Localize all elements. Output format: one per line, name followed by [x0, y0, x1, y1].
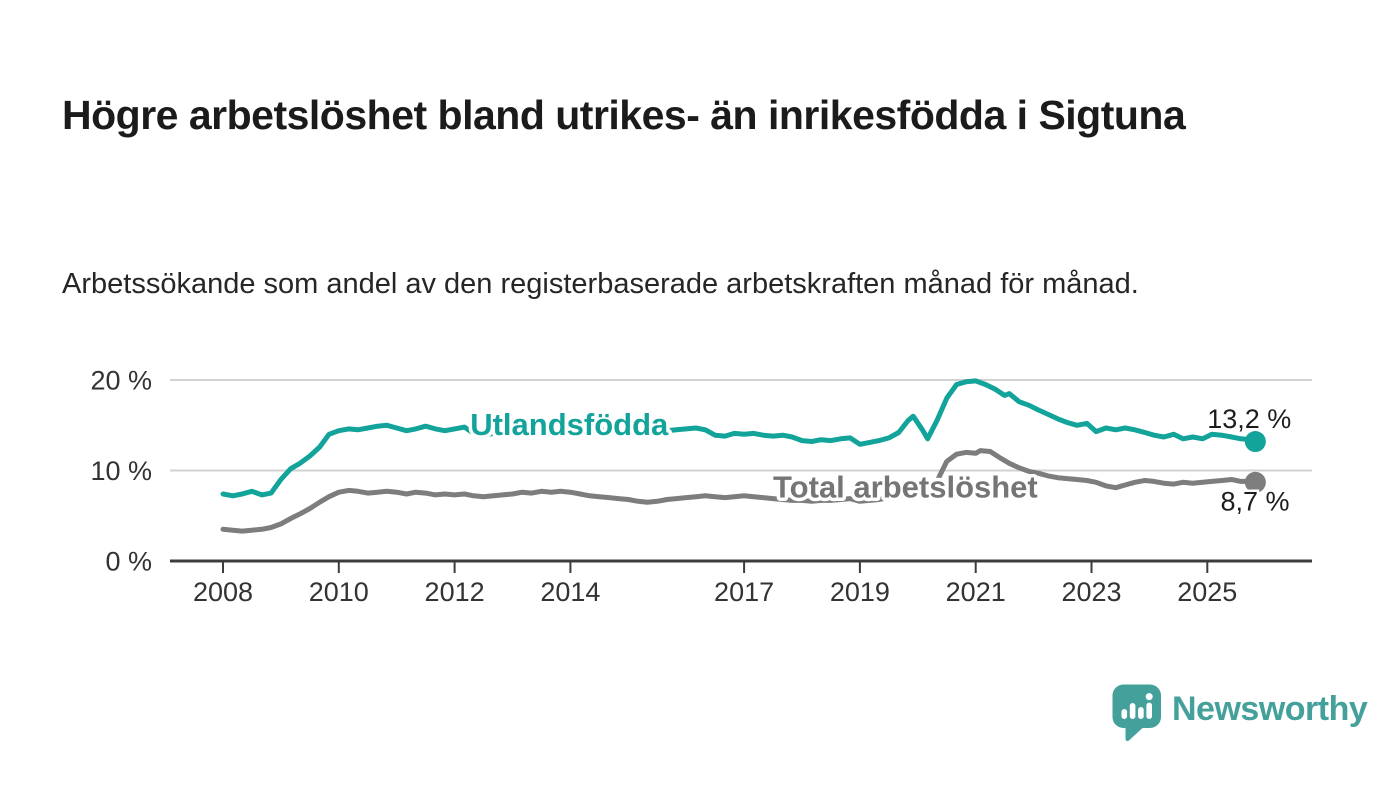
bar-chart-speech-bubble-icon — [1112, 684, 1161, 742]
x-tick-label: 2014 — [540, 577, 600, 607]
x-tick-label: 2008 — [193, 577, 253, 607]
x-tick-label: 2023 — [1061, 577, 1121, 607]
x-tick-label: 2012 — [425, 577, 485, 607]
series-label-total: Total arbetslöshet — [773, 470, 1038, 505]
page-title: Högre arbetslöshet bland utrikes- än inr… — [62, 92, 1186, 139]
x-tick-label: 2010 — [309, 577, 369, 607]
series-label-utlandsfodda: Utlandsfödda — [470, 407, 669, 442]
y-tick-label: 20 % — [90, 366, 152, 396]
x-tick-label: 2019 — [830, 577, 890, 607]
chart-subtitle: Arbetssökande som andel av den registerb… — [62, 268, 1139, 300]
x-tick-label: 2025 — [1177, 577, 1237, 607]
series-line-total — [220, 448, 1258, 534]
y-tick-label: 0 % — [105, 547, 152, 577]
series-end-dot-utlandsfodda — [1244, 431, 1266, 453]
unemployment-line-chart: 0 % 10 % 20 % 2008 2010 2012 2014 2017 2019 2021 2… — [0, 355, 1400, 625]
newsworthy-logo: Newsworthy — [1112, 683, 1368, 743]
x-tick-label: 2017 — [714, 577, 774, 607]
y-tick-label: 10 % — [90, 456, 152, 486]
end-value-label-total: 8,7 % — [1220, 486, 1289, 516]
newsworthy-wordmark: Newsworthy — [1172, 689, 1368, 728]
chart-svg: 0 % 10 % 20 % 2008 2010 2012 2014 2017 2019 2021 2… — [90, 366, 1312, 607]
x-tick-label: 2021 — [946, 577, 1006, 607]
end-value-label-utlandsfodda: 13,2 % — [1207, 404, 1291, 434]
series-end-dot-total — [1244, 471, 1266, 493]
series-line-utlandsfodda — [220, 378, 1258, 499]
